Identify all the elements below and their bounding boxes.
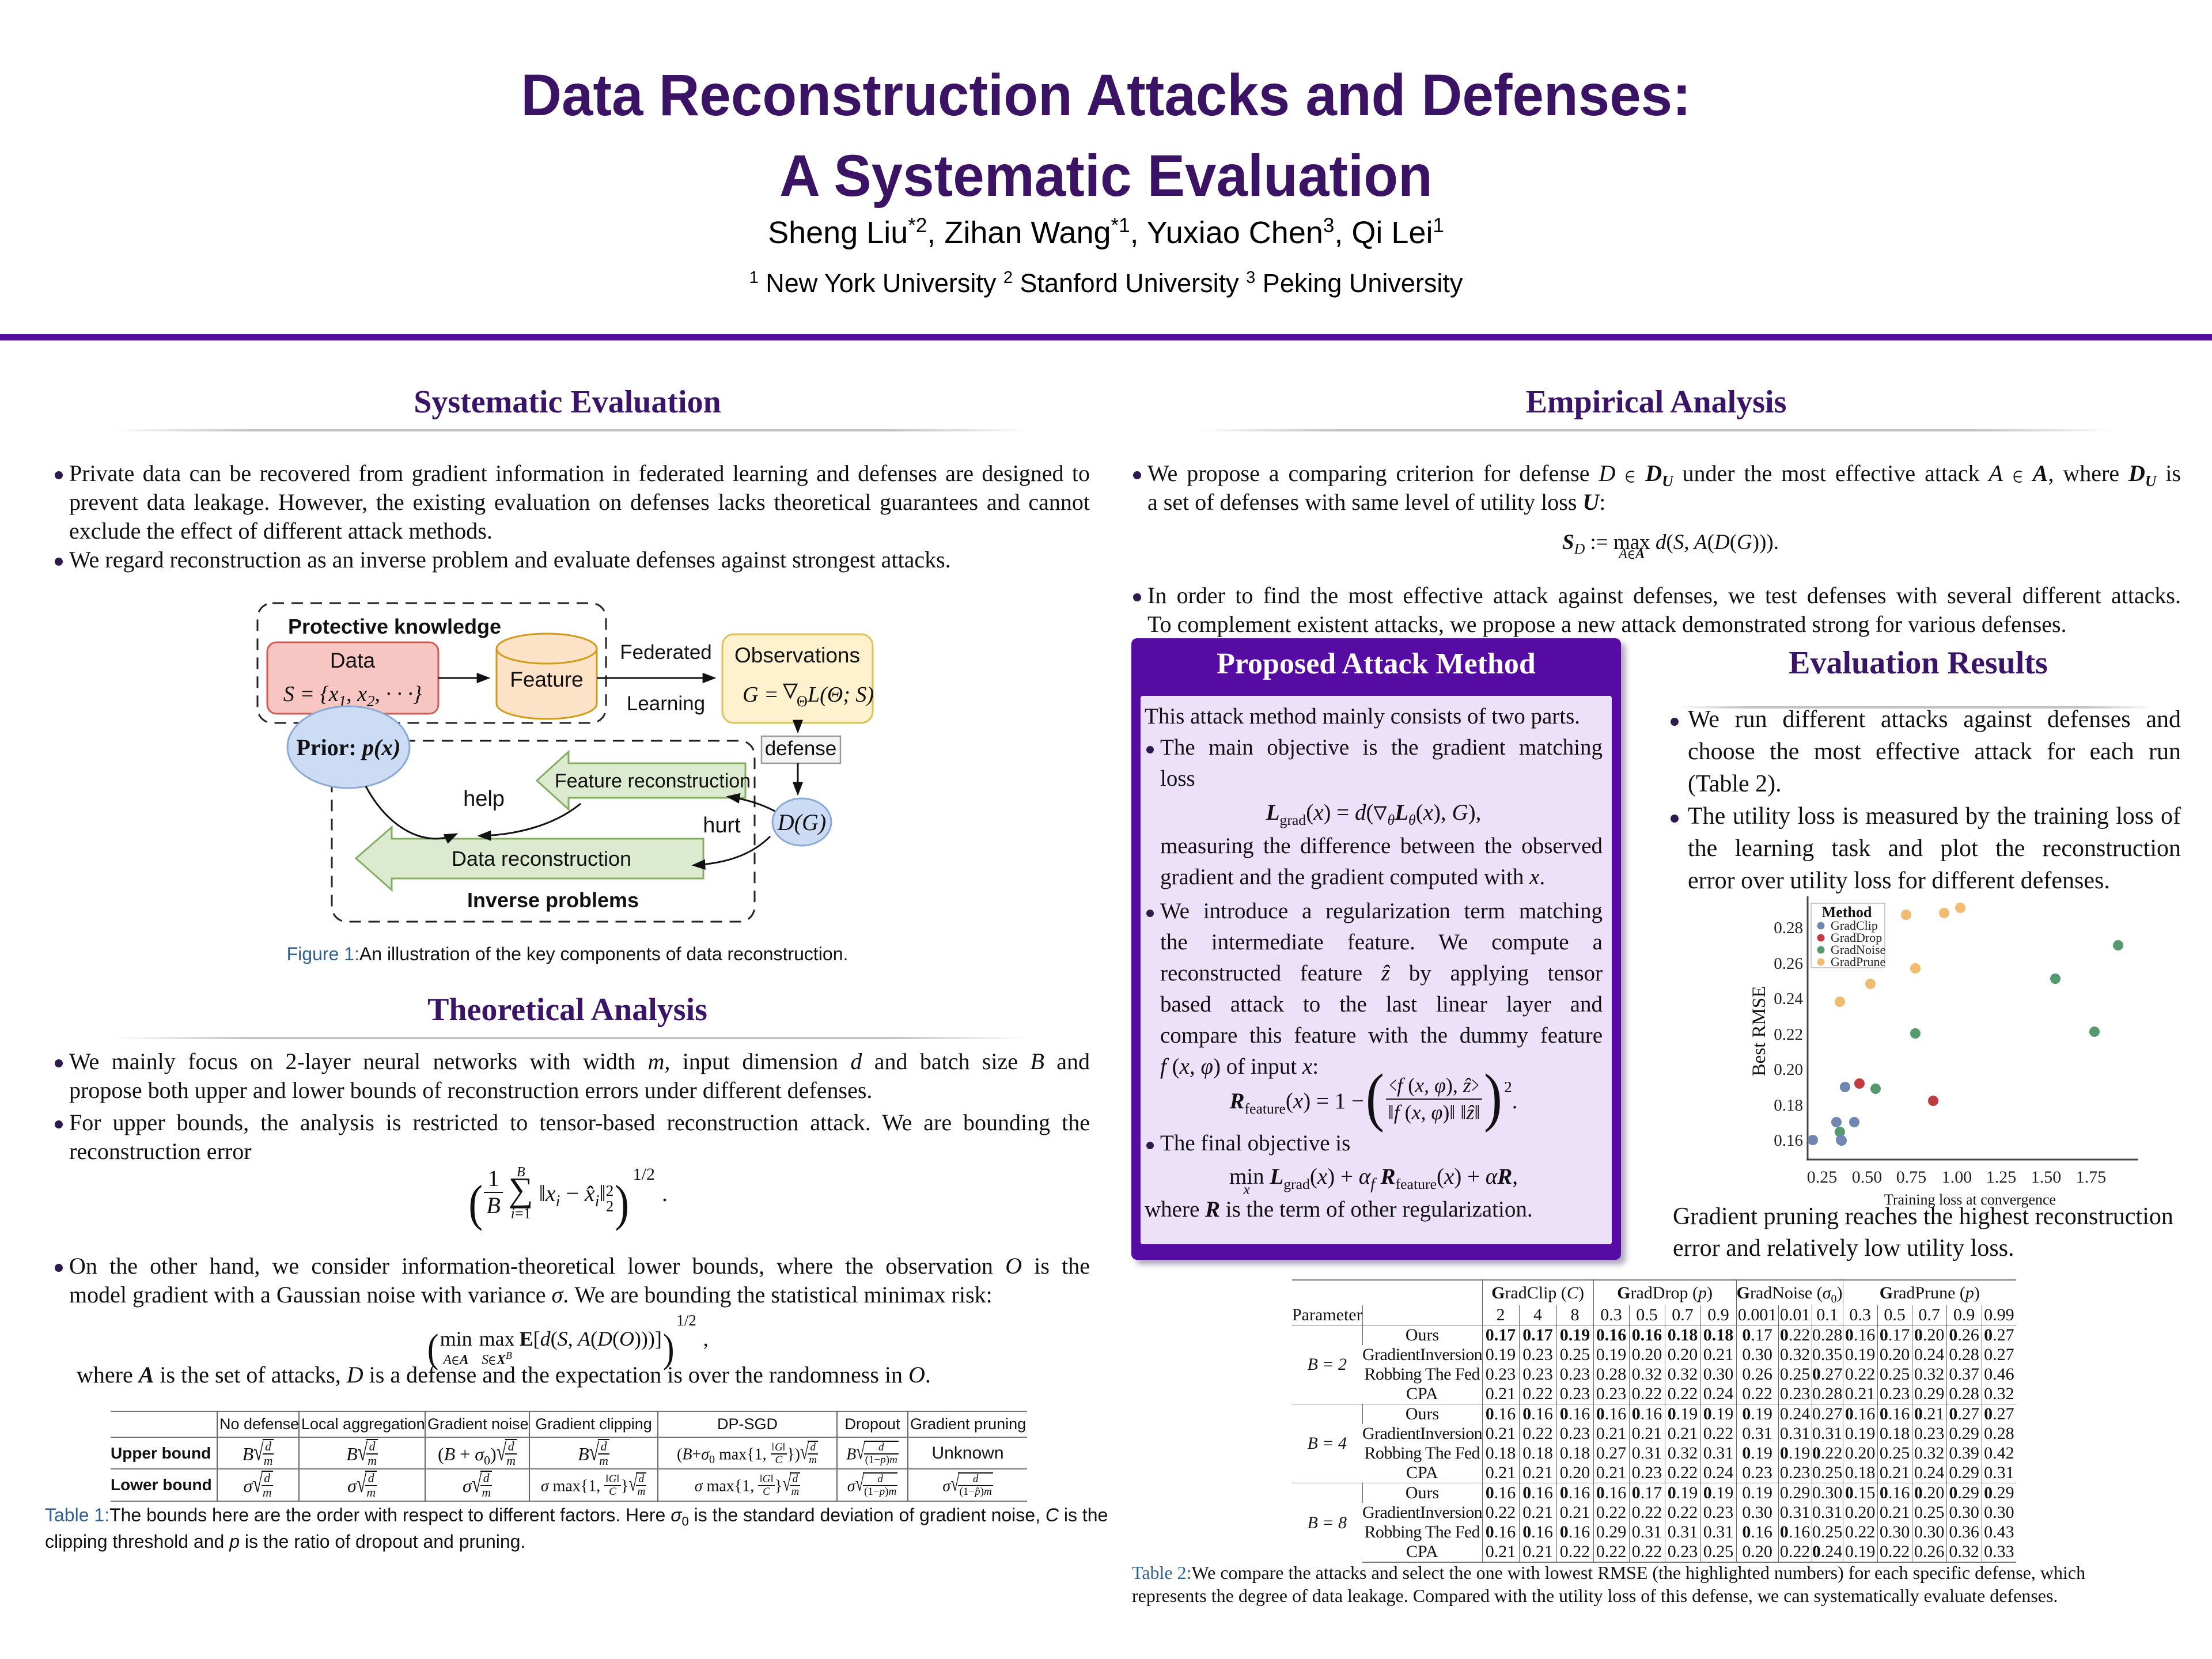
- svg-text:1.50: 1.50: [2031, 1168, 2062, 1187]
- svg-text:0.20: 0.20: [1774, 1060, 1803, 1079]
- svg-text:Best RMSE: Best RMSE: [1751, 986, 1770, 1077]
- svg-text:Protective knowledge: Protective knowledge: [288, 615, 501, 638]
- svg-text:1.00: 1.00: [1942, 1168, 1972, 1187]
- svg-text:Observations: Observations: [734, 643, 860, 667]
- svg-text:GradPrune: GradPrune: [1831, 955, 1885, 969]
- svg-text:0.18: 0.18: [1774, 1096, 1803, 1115]
- svg-text:Learning: Learning: [627, 692, 705, 715]
- svg-text:0.50: 0.50: [1852, 1168, 1883, 1187]
- svg-text:Data reconstruction: Data reconstruction: [452, 847, 631, 870]
- svg-text:0.25: 0.25: [1807, 1168, 1838, 1187]
- svg-text:0.22: 0.22: [1774, 1025, 1803, 1044]
- svg-text:0.75: 0.75: [1896, 1168, 1927, 1187]
- svg-text:0.16: 0.16: [1774, 1131, 1803, 1150]
- svg-text:Feature reconstruction: Feature reconstruction: [555, 770, 751, 792]
- svg-text:Data: Data: [330, 649, 376, 672]
- svg-text:defense: defense: [765, 737, 837, 760]
- svg-text:1.75: 1.75: [2076, 1168, 2107, 1187]
- svg-text:0.24: 0.24: [1774, 990, 1803, 1008]
- svg-text:help: help: [463, 787, 505, 811]
- svg-text:hurt: hurt: [703, 813, 741, 838]
- svg-text:0.26: 0.26: [1774, 955, 1803, 973]
- svg-text:0.28: 0.28: [1774, 919, 1803, 937]
- svg-text:Federated: Federated: [620, 641, 712, 664]
- svg-text:G =: G =: [743, 683, 779, 707]
- svg-text:Method: Method: [1822, 904, 1872, 921]
- svg-text:Prior: p(x): Prior: p(x): [296, 734, 400, 760]
- svg-text:S = {x1, x2, · · ·}: S = {x1, x2, · · ·}: [283, 682, 422, 710]
- svg-text:D(G): D(G): [777, 809, 826, 835]
- svg-text:L(Θ; S): L(Θ; S): [807, 683, 874, 707]
- svg-text:1.25: 1.25: [1986, 1168, 2017, 1187]
- svg-text:Training loss at convergence: Training loss at convergence: [1884, 1191, 2056, 1208]
- svg-text:GradNoise: GradNoise: [1831, 942, 1885, 957]
- svg-text:Feature: Feature: [510, 668, 584, 691]
- svg-text:GradDrop: GradDrop: [1831, 930, 1882, 945]
- svg-text:Inverse problems: Inverse problems: [467, 888, 639, 912]
- svg-text:GradClip: GradClip: [1831, 918, 1878, 933]
- svg-text:Θ: Θ: [797, 693, 808, 710]
